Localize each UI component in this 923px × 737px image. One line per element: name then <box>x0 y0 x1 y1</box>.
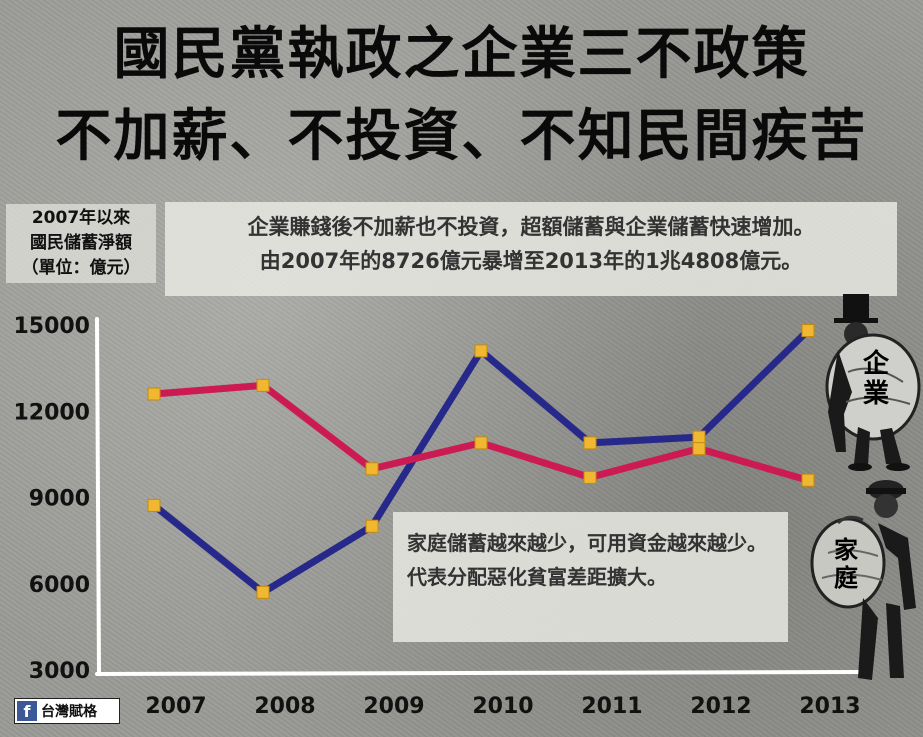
y-tick-label-12000: 12000 <box>13 400 90 425</box>
x-tick-label-2012: 2012 <box>690 694 751 719</box>
page-title: 國民黨執政之企業三不政策 <box>113 22 810 87</box>
facebook-icon: f <box>17 701 37 721</box>
marker-household-2009 <box>365 462 379 476</box>
marker-household-2008 <box>256 378 270 392</box>
y-axis-label: 2007年以來 國民儲蓄淨額 （單位：億元） <box>6 204 156 283</box>
marker-household-2007 <box>147 387 161 401</box>
y-axis-line <box>95 317 101 676</box>
annotation-corporate-line2: 由2007年的8726億元暴增至2013年的1兆4808億元。 <box>259 249 803 273</box>
marker-corporate-2013 <box>801 324 815 338</box>
x-tick-label-2010: 2010 <box>472 694 533 719</box>
x-tick-label-2008: 2008 <box>254 694 315 719</box>
marker-household-2010 <box>474 436 488 450</box>
marker-corporate-2011 <box>583 436 597 450</box>
y-tick-label-9000: 9000 <box>29 487 90 512</box>
annotation-corporate: 企業賺錢後不加薪也不投資，超額儲蓄與企業儲蓄快速增加。 由2007年的8726億… <box>165 202 897 296</box>
corporate-figure-label-top: 企 <box>863 348 890 379</box>
chart-axes <box>95 317 867 676</box>
source-tag[interactable]: f 台灣賦格 <box>14 698 120 724</box>
marker-corporate-2008 <box>256 585 270 599</box>
x-tick-label-2009: 2009 <box>363 694 424 719</box>
y-axis-label-line1: 2007年以來 <box>31 208 131 228</box>
x-tick-labels: 2007 2008 2009 2010 2011 2012 2013 <box>145 694 860 719</box>
marker-household-2013 <box>801 473 815 487</box>
x-tick-label-2011: 2011 <box>581 694 642 719</box>
household-figure: 家 庭 <box>810 480 916 680</box>
page-subtitle: 不加薪、不投資、不知民間疾苦 <box>55 104 868 169</box>
y-tick-labels: 3000 6000 9000 12000 15000 <box>13 314 90 684</box>
annotation-corporate-line1: 企業賺錢後不加薪也不投資，超額儲蓄與企業儲蓄快速增加。 <box>247 215 815 239</box>
businessman-figure: 企 業 <box>825 294 921 471</box>
y-tick-label-6000: 6000 <box>29 573 90 598</box>
y-axis-label-line3: （單位：億元） <box>21 258 141 278</box>
marker-corporate-2007 <box>147 498 161 512</box>
y-axis-label-line2: 國民儲蓄淨額 <box>30 233 132 253</box>
x-tick-label-2007: 2007 <box>145 694 206 719</box>
household-figure-label-bottom: 庭 <box>834 564 858 592</box>
annotation-household: 家庭儲蓄越來越少，可用資金越來越少。代表分配惡化貧富差距擴大。 <box>393 512 788 642</box>
x-axis-line <box>95 670 867 676</box>
marker-household-2012 <box>692 442 706 456</box>
marker-household-2011 <box>583 470 597 484</box>
y-tick-label-3000: 3000 <box>29 659 90 684</box>
x-tick-label-2013: 2013 <box>799 694 860 719</box>
household-figure-label-top: 家 <box>834 536 858 564</box>
marker-corporate-2012 <box>692 430 706 444</box>
series-line-corporate <box>150 327 812 596</box>
source-name: 台灣賦格 <box>41 704 97 720</box>
y-tick-label-15000: 15000 <box>13 314 90 339</box>
marker-corporate-2009 <box>365 519 379 533</box>
series-line-household <box>150 381 812 484</box>
marker-corporate-2010 <box>474 344 488 358</box>
data-markers <box>147 324 815 599</box>
corporate-figure-label-bottom: 業 <box>863 379 889 409</box>
series-lines <box>150 327 812 596</box>
